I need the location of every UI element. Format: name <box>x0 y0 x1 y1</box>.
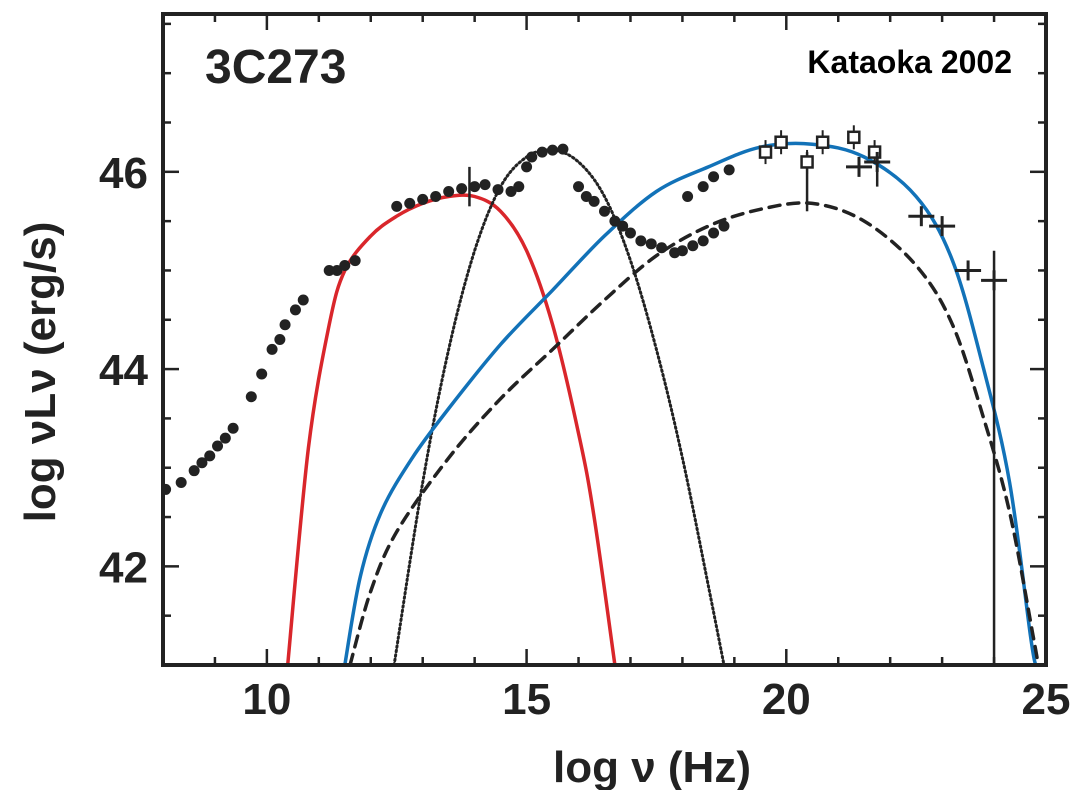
data-point <box>676 245 688 257</box>
plot-area <box>163 125 1040 665</box>
data-point <box>196 457 208 469</box>
data-point <box>245 391 257 403</box>
x-tick-label: 10 <box>242 675 291 724</box>
data-point <box>624 227 636 239</box>
data-point <box>536 146 548 158</box>
data-point <box>697 181 709 193</box>
data-point <box>204 450 216 462</box>
y-tick-label: 46 <box>99 149 148 198</box>
data-point <box>297 294 309 306</box>
x-axis-title: log ν (Hz) <box>553 743 751 790</box>
data-point-square <box>774 135 788 149</box>
data-point <box>175 477 187 489</box>
data-point <box>708 171 720 183</box>
chart-title: 3C273 <box>205 41 346 94</box>
data-point <box>443 186 455 198</box>
data-point <box>391 200 403 212</box>
data-point <box>687 240 699 252</box>
data-point <box>456 183 468 195</box>
data-point <box>404 197 416 209</box>
data-point <box>635 235 647 247</box>
data-point-square <box>815 135 830 149</box>
data-point <box>266 343 278 355</box>
data-point-square <box>847 130 861 145</box>
data-point <box>682 190 694 202</box>
data-point-square <box>800 155 814 169</box>
data-point <box>279 319 291 331</box>
data-point <box>188 465 200 477</box>
data-point-square <box>758 145 773 159</box>
data-point <box>212 440 224 452</box>
x-tick-label: 15 <box>502 675 551 724</box>
data-point <box>513 181 525 193</box>
data-point <box>526 151 538 163</box>
data-point <box>617 220 629 232</box>
data-point <box>256 368 268 380</box>
data-point <box>219 432 231 444</box>
data-point <box>656 242 668 254</box>
data-point <box>430 190 442 202</box>
y-tick-label: 42 <box>99 543 148 592</box>
data-point <box>417 193 429 205</box>
data-point <box>588 195 600 207</box>
data-point <box>521 161 533 173</box>
axis-ticks: 10 15 20 25 42 44 46 <box>99 14 1070 724</box>
x-tick-label: 25 <box>1022 675 1071 724</box>
data-point <box>645 238 657 250</box>
data-point <box>289 304 301 316</box>
x-tick-label: 20 <box>762 675 811 724</box>
y-tick-label: 44 <box>99 346 148 395</box>
data-point <box>492 184 504 196</box>
data-point <box>227 422 239 434</box>
data-point <box>557 143 569 155</box>
data-point <box>479 179 491 191</box>
data-point <box>718 220 730 232</box>
model-curve-solid-2 <box>343 141 1038 665</box>
data-point <box>469 181 481 193</box>
data-point <box>547 144 559 156</box>
data-point <box>323 264 335 276</box>
data-point <box>339 260 351 272</box>
data-point <box>349 255 361 267</box>
data-point-square <box>867 145 882 159</box>
data-point <box>723 164 735 176</box>
data-point <box>599 205 610 217</box>
reference-annotation: Kataoka 2002 <box>807 44 1012 80</box>
data-point <box>163 483 172 495</box>
data-point <box>573 181 585 193</box>
y-axis-title: log νLν (erg/s) <box>16 222 65 523</box>
data-point <box>697 235 709 247</box>
data-point <box>708 227 720 239</box>
data-point <box>274 334 286 345</box>
plot-frame <box>161 12 1048 667</box>
